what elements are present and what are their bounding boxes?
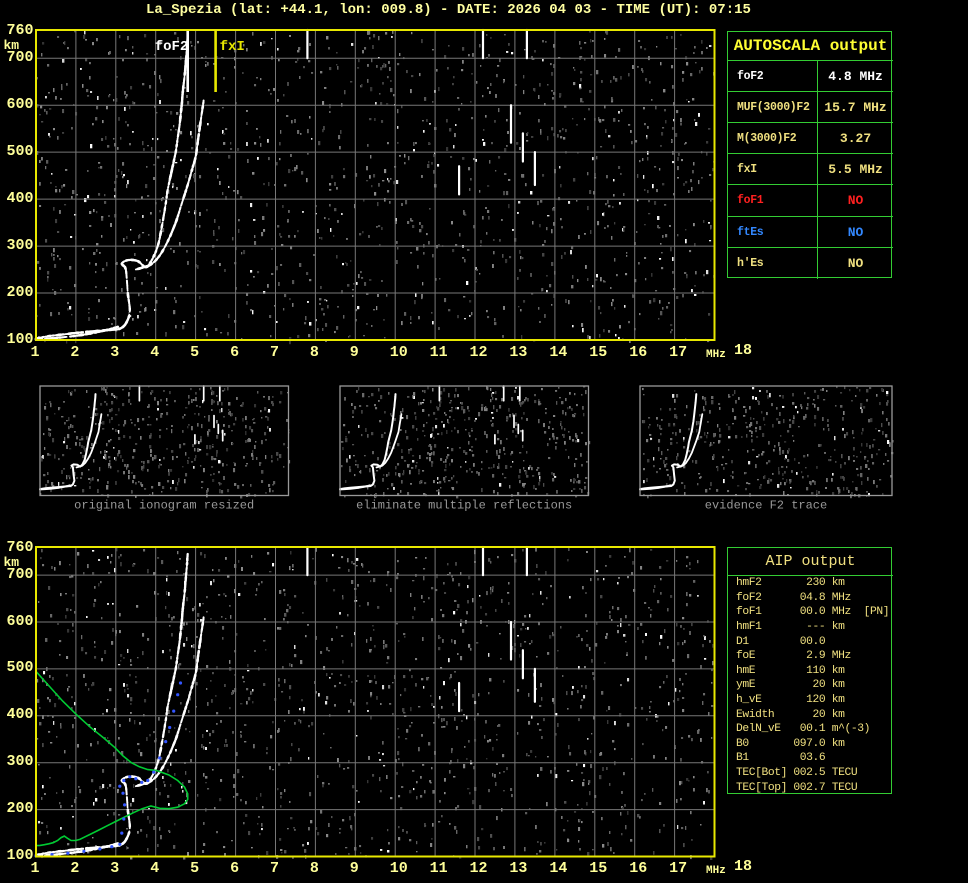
svg-text:foF2: foF2 <box>154 39 188 55</box>
svg-text:original ionogram resized: original ionogram resized <box>74 499 254 513</box>
svg-text:fxI: fxI <box>219 39 244 55</box>
svg-text:eliminate multiple reflections: eliminate multiple reflections <box>356 499 572 513</box>
svg-text:evidence F2 trace: evidence F2 trace <box>705 499 827 513</box>
